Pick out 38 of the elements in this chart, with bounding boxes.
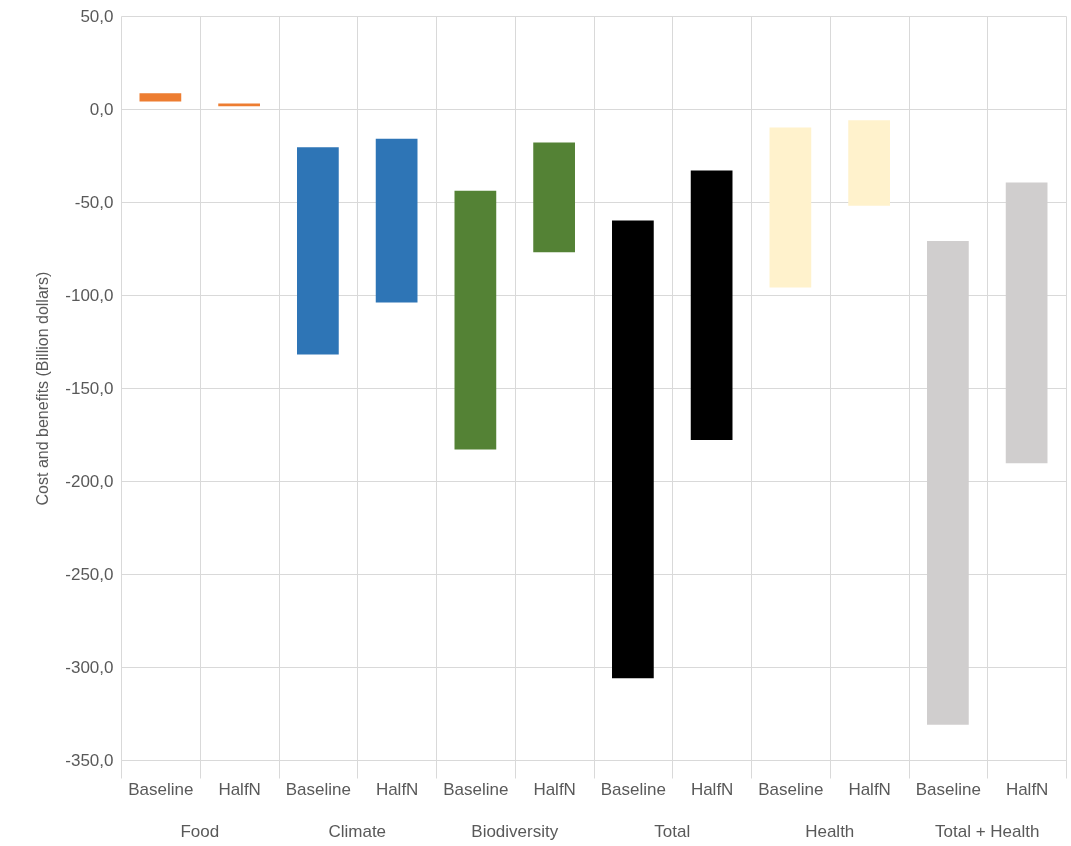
x-tick-label: Baseline bbox=[285, 779, 351, 799]
y-tick-label: -150,0 bbox=[65, 378, 114, 398]
x-tick-label: HalfN bbox=[690, 779, 734, 799]
text: Climate bbox=[328, 822, 387, 841]
x-tick-label: Baseline bbox=[758, 779, 824, 799]
x-tick-label: Baseline bbox=[600, 779, 666, 799]
y-tick-label: -250,0 bbox=[65, 564, 114, 584]
x-tick-label: HalfN bbox=[848, 779, 891, 799]
x-tick-label: Baseline bbox=[443, 779, 509, 799]
bar bbox=[690, 170, 733, 441]
x-tick-label: Baseline bbox=[915, 779, 981, 799]
bar bbox=[454, 190, 497, 450]
y-tick-label: -100,0 bbox=[65, 285, 114, 305]
x-tick-label: Baseline bbox=[128, 779, 194, 799]
y-tick-label: -300,0 bbox=[65, 657, 114, 677]
y-tick-label: -50,0 bbox=[74, 192, 114, 212]
bar bbox=[218, 103, 260, 107]
bar bbox=[297, 147, 339, 355]
bar bbox=[769, 127, 812, 288]
y-axis-title: Cost and benefits (Billion dollars) bbox=[34, 271, 52, 506]
text: Biodiversity bbox=[471, 822, 559, 841]
bar bbox=[533, 142, 575, 253]
y-tick-label: -200,0 bbox=[65, 471, 114, 491]
y-tick-label: 50,0 bbox=[80, 6, 114, 26]
x-tick-label: HalfN bbox=[533, 779, 576, 799]
bar bbox=[375, 138, 418, 303]
text: Food bbox=[180, 822, 220, 841]
bar bbox=[848, 120, 890, 206]
x-tick-label: HalfN bbox=[218, 779, 261, 799]
x-tick-label: HalfN bbox=[375, 779, 419, 799]
bar bbox=[612, 220, 654, 679]
y-tick-label: 0,0 bbox=[89, 99, 114, 119]
y-tick-label: -350,0 bbox=[65, 750, 114, 770]
text: Total bbox=[654, 822, 691, 841]
text: Total + Health bbox=[935, 822, 1040, 841]
x-tick-label: HalfN bbox=[1005, 779, 1049, 799]
text: Health bbox=[805, 822, 855, 841]
bar bbox=[139, 93, 182, 102]
